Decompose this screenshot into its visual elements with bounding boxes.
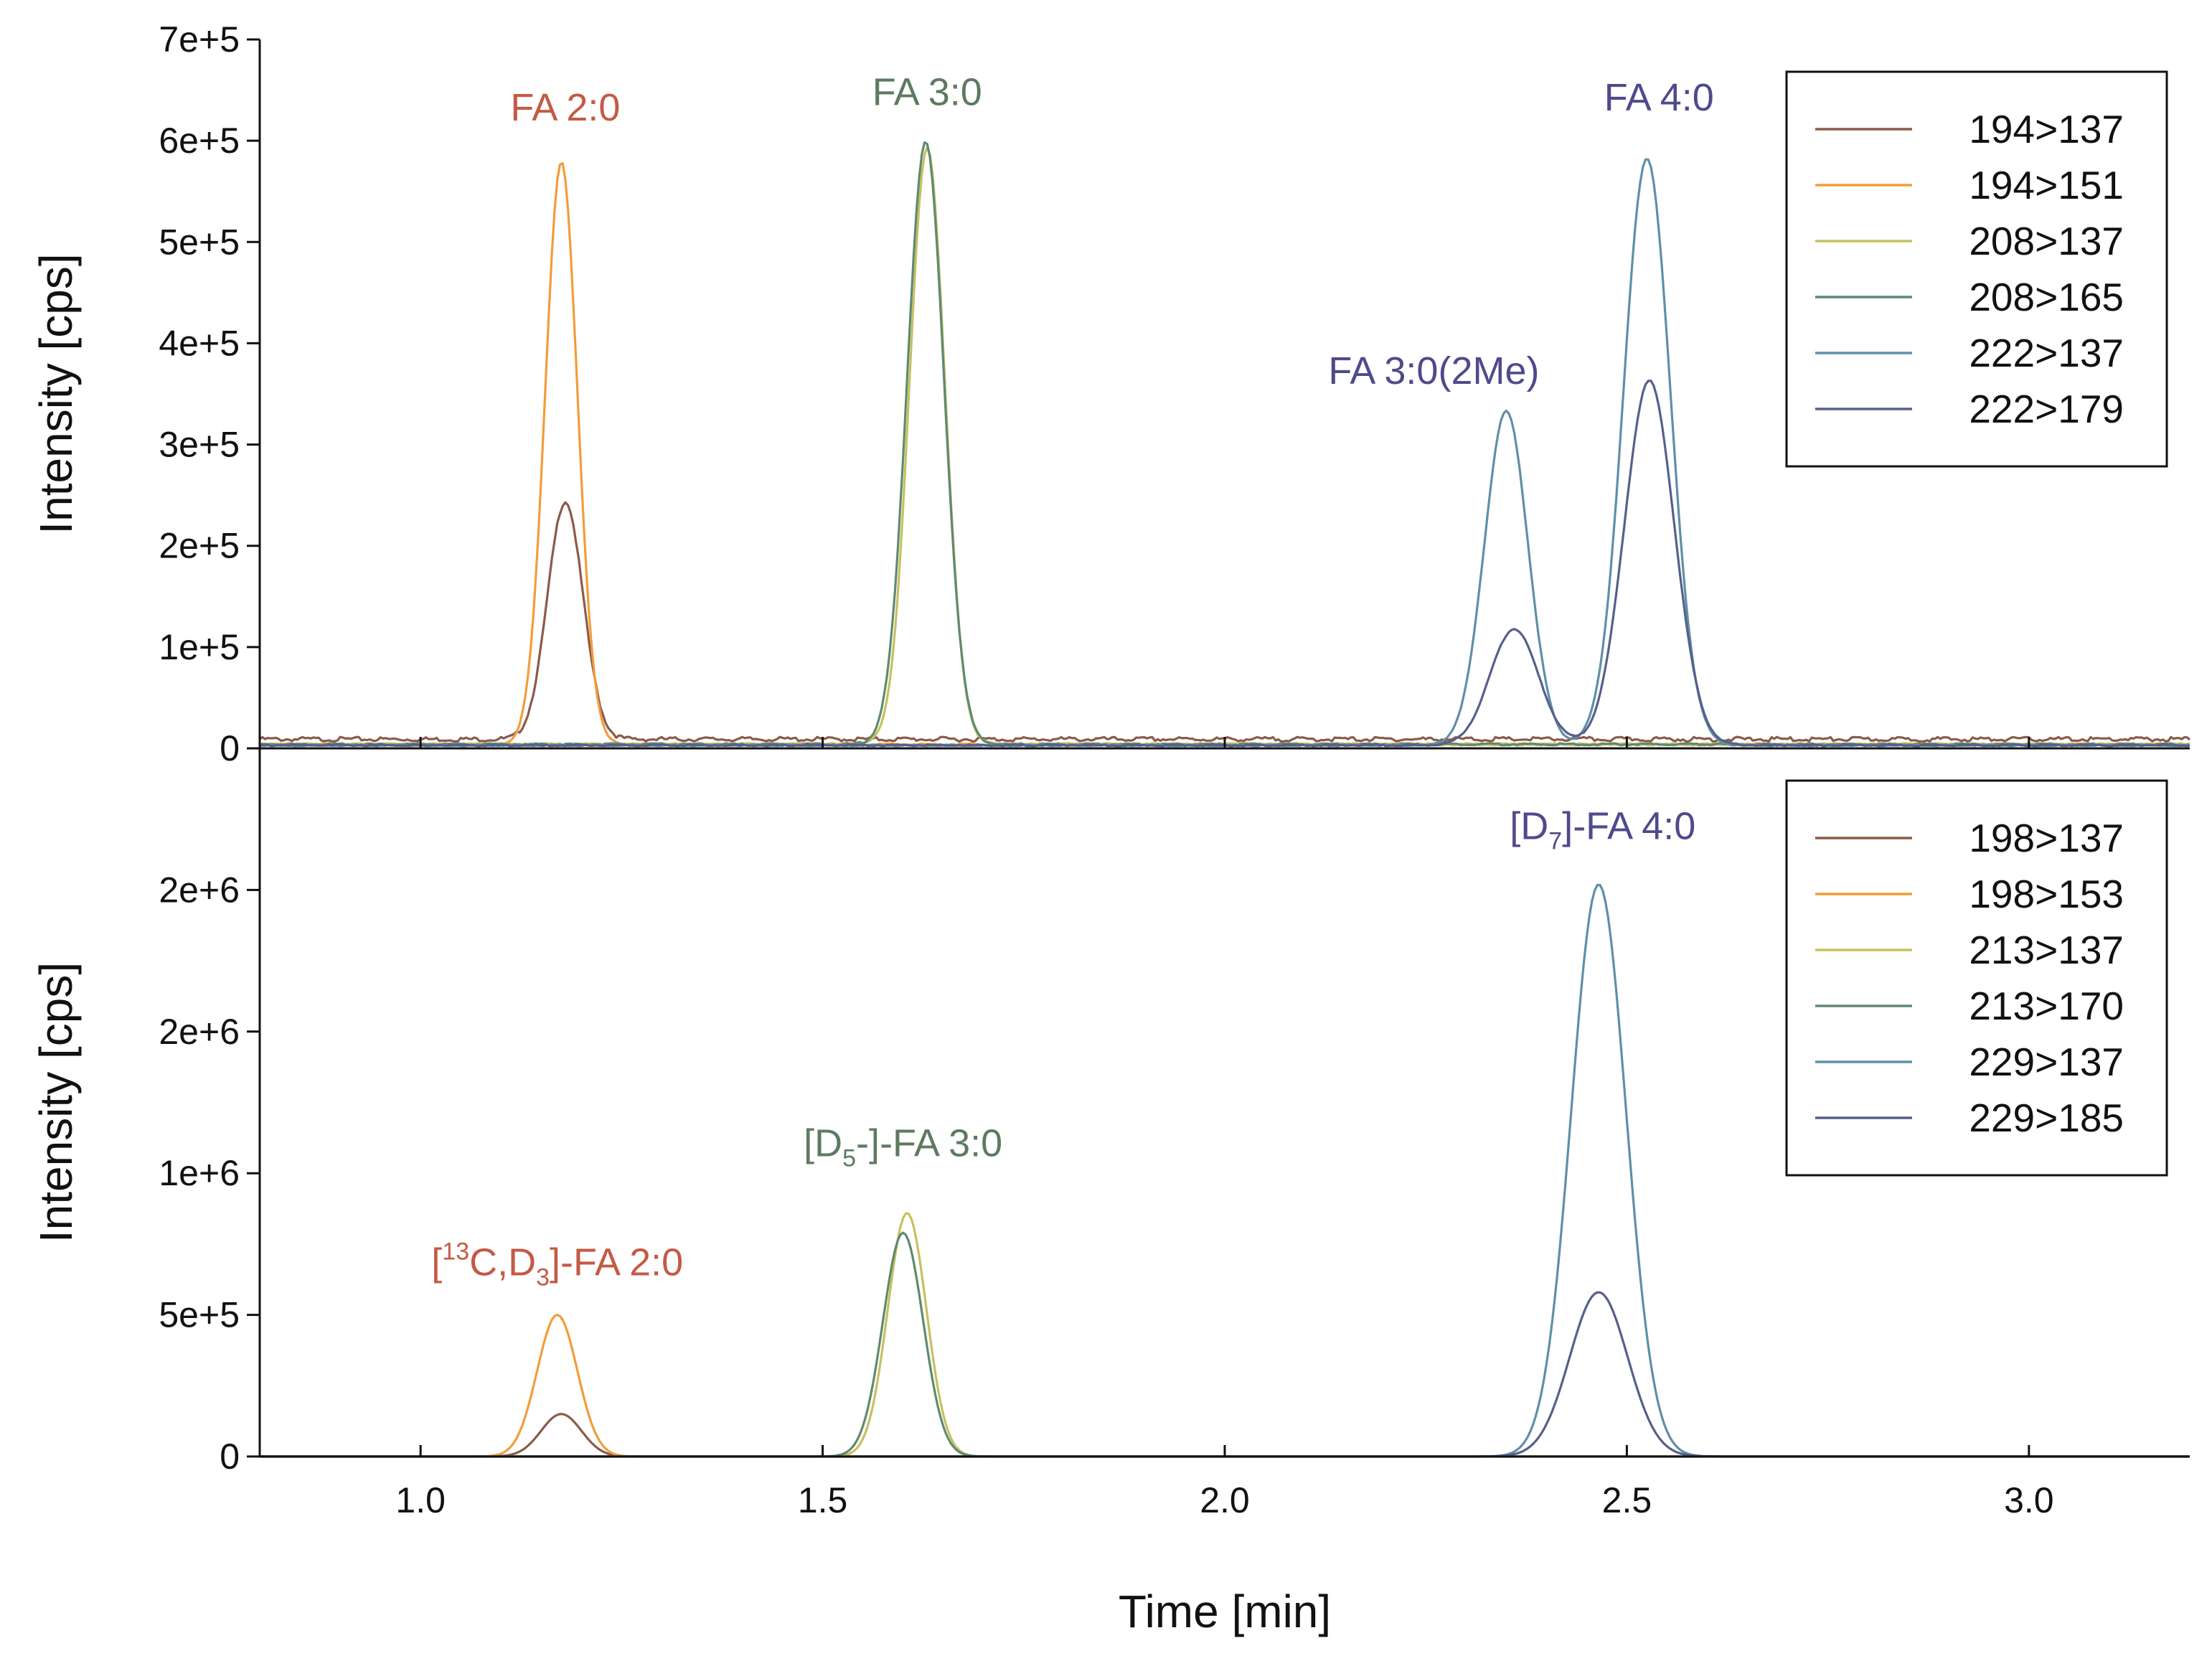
x-tick-label: 3.0 [2004, 1480, 2054, 1520]
x-tick-label: 2.5 [1602, 1480, 1652, 1520]
peak-annotation-part: 13 [442, 1238, 469, 1265]
peak-annotation: FA 2:0 [510, 86, 620, 129]
x-tick-label: 2.0 [1200, 1480, 1250, 1520]
peak-annotation: [D5-]-FA 3:0 [804, 1122, 1002, 1172]
legend-label: 194>137 [1969, 107, 2124, 151]
peak-annotation: FA 3:0 [872, 71, 982, 114]
peak-annotation-part: [D [804, 1122, 842, 1165]
peak-annotation-part: C,D [469, 1241, 536, 1284]
legend: 198>137 198>153 213>137 213>170 229>137 229>1… [1785, 779, 2168, 1177]
peak-annotation-part: 3 [536, 1263, 550, 1291]
y-tick-label: 1e+5 [159, 627, 240, 667]
legend-label: 208>137 [1969, 219, 2124, 263]
y-tick-label: 6e+5 [159, 121, 240, 161]
peak-annotation-part: [D [1510, 804, 1548, 847]
legend-label: 229>137 [1969, 1040, 2124, 1084]
y-axis-title: Intensity [cps] [30, 253, 82, 534]
peak-annotation: [13C,D3]-FA 2:0 [431, 1238, 683, 1291]
peak-annotation-part: FA 4:0 [1604, 76, 1714, 119]
panel-top: 0 1e+5 2e+5 3e+5 4e+5 5e+5 6e+5 7e+5 Intensity [… [30, 19, 2191, 768]
legend-label: 194>151 [1969, 163, 2124, 207]
peak-annotation-part: ]-FA 2:0 [550, 1241, 683, 1284]
peak-annotation-part: ]-FA 4:0 [1562, 804, 1695, 847]
y-tick-label: 5e+5 [159, 1295, 240, 1335]
legend-label: 222>179 [1969, 387, 2124, 431]
peak-annotation-part: 5 [842, 1145, 856, 1172]
legend-label: 213>170 [1969, 984, 2124, 1028]
y-tick-label: 7e+5 [159, 19, 240, 60]
legend-box [1785, 779, 2168, 1177]
y-tick-label: 0 [220, 728, 240, 768]
peak-annotation-part: [ [431, 1241, 442, 1284]
legend-box [1785, 70, 2168, 468]
y-tick-label: 3e+5 [159, 425, 240, 465]
legend-label: 198>137 [1969, 816, 2124, 860]
legend-label: 229>185 [1969, 1096, 2124, 1140]
legend-label: 213>137 [1969, 928, 2124, 972]
y-tick-label: 2e+5 [159, 526, 240, 566]
legend: 194>137 194>151 208>137 208>165 222>137 222>1… [1785, 70, 2168, 468]
peak-annotation: [D7]-FA 4:0 [1510, 804, 1695, 855]
legend-label: 208>165 [1969, 275, 2124, 319]
peak-annotation-part: -]-FA 3:0 [856, 1122, 1002, 1165]
peak-annotation-part: FA 3:0 [872, 71, 982, 114]
x-axis-title: Time [min] [1119, 1586, 1331, 1637]
y-axis-title: Intensity [cps] [30, 962, 82, 1243]
y-tick-label: 5e+5 [159, 222, 240, 262]
peak-annotation-part: FA 2:0 [510, 86, 620, 129]
y-tick-label: 2e+6 [159, 870, 240, 910]
x-tick-label: 1.0 [395, 1480, 446, 1520]
y-tick-label: 4e+5 [159, 323, 240, 363]
legend-label: 222>137 [1969, 331, 2124, 375]
peak-annotation: FA 4:0 [1604, 76, 1714, 119]
peak-annotation: FA 3:0(2Me) [1328, 349, 1539, 392]
legend-label: 198>153 [1969, 872, 2124, 916]
y-tick-label: 1e+6 [159, 1153, 240, 1193]
x-tick-label: 1.5 [798, 1480, 848, 1520]
peak-annotation-part: FA 3:0(2Me) [1328, 349, 1539, 392]
panel-bottom: 0 5e+5 1e+6 2e+6 2e+6 1.0 1.5 2.0 2.5 3.0 Intensit… [30, 748, 2190, 1520]
y-tick-label: 0 [220, 1436, 240, 1477]
y-tick-label: 2e+6 [159, 1012, 240, 1052]
peak-annotation-part: 7 [1548, 827, 1562, 855]
